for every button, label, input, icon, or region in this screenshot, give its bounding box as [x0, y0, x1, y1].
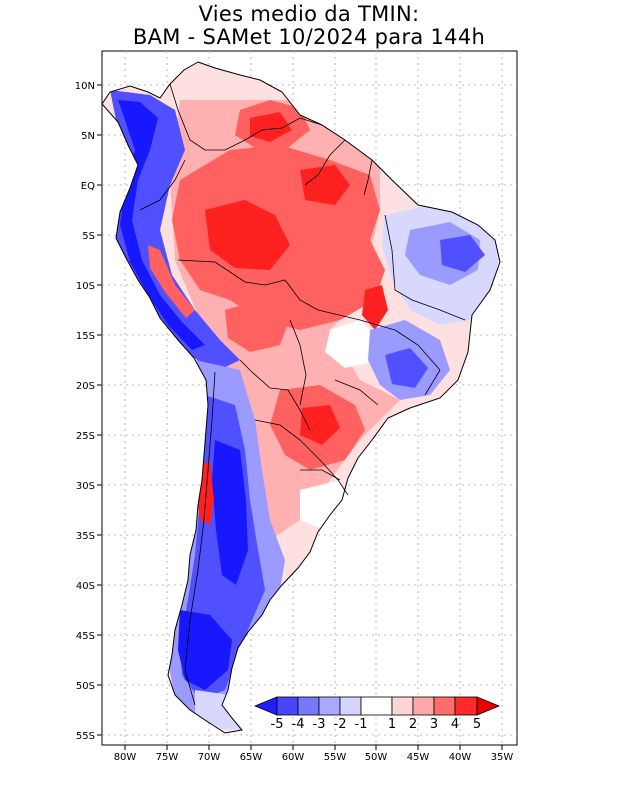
- country-borders: [139, 83, 466, 706]
- colorbar-bin: [391, 696, 414, 716]
- field-warm-pantanal: [225, 300, 290, 352]
- bias-field: [102, 62, 500, 733]
- field-strong-warm-core-3: [250, 112, 292, 142]
- colorbar-label: -4: [292, 717, 305, 732]
- colorbar-bin: [297, 696, 320, 716]
- colorbar-label: 3: [430, 717, 438, 732]
- colorbar-label: 1: [388, 717, 396, 732]
- lon-label: 75W: [156, 752, 179, 763]
- colorbar-bin: [412, 696, 435, 716]
- colorbar-label: -3: [313, 717, 326, 732]
- field-pale-patagonia: [195, 690, 240, 730]
- latitude-labels: 10N 5N EQ 5S 10S 15S 20S 25S 30S 35S 40S…: [75, 81, 95, 742]
- colorbar-label: 4: [451, 717, 459, 732]
- map-title-line-1: Vies medio da TMIN:: [198, 2, 420, 26]
- lon-label: 55W: [324, 752, 347, 763]
- lat-label: 20S: [76, 381, 95, 392]
- field-strong-warm-core-4: [300, 405, 340, 445]
- lat-label: 35S: [76, 531, 95, 542]
- field-strong-warm-core-5: [362, 285, 388, 330]
- colorbar-bin: [318, 696, 341, 716]
- field-cold-south-strong: [212, 440, 248, 585]
- colorbar-label: -1: [355, 717, 368, 732]
- colorbar-bin: [454, 696, 478, 716]
- lon-label: 40W: [449, 752, 472, 763]
- lon-label: 60W: [282, 752, 305, 763]
- lat-label: 10S: [76, 281, 95, 292]
- lon-label: 80W: [114, 752, 137, 763]
- lat-label: 30S: [76, 481, 95, 492]
- lon-label: 65W: [240, 752, 263, 763]
- lat-label: 25S: [76, 431, 95, 442]
- field-neutral-southeast: [325, 320, 380, 368]
- colorbar-label: 5: [473, 717, 481, 732]
- colorbar-bin: [276, 696, 299, 716]
- lat-label: 50S: [76, 681, 95, 692]
- map-title-line-2: BAM - SAMet 10/2024 para 144h: [132, 25, 486, 49]
- field-warm-peru-coast: [148, 245, 195, 318]
- lat-label: 40S: [76, 581, 95, 592]
- lon-label: 35W: [491, 752, 514, 763]
- map-frame: [101, 50, 518, 746]
- field-strong-warm-core-1: [205, 200, 290, 270]
- colorbar-bin: [433, 696, 456, 716]
- colorbar-label: -5: [271, 717, 284, 732]
- colorbar-label: -2: [334, 717, 347, 732]
- lon-label: 45W: [407, 752, 430, 763]
- colorbar-label: 2: [409, 717, 417, 732]
- lat-label: 5N: [81, 131, 95, 142]
- lon-label: 70W: [198, 752, 221, 763]
- lat-label: 15S: [76, 331, 95, 342]
- field-strong-warm-core-2: [300, 165, 350, 205]
- field-cold-northeast-strong: [440, 235, 485, 272]
- field-cold-southeast-core: [385, 348, 428, 388]
- colorbar-low-arrow: [253, 696, 278, 716]
- lat-label: 10N: [75, 81, 95, 92]
- lat-label: EQ: [81, 181, 95, 192]
- colorbar: -5 -4 -3 -2 -1 1 2 3 4 5: [253, 696, 501, 732]
- axis-ticks: [97, 84, 503, 750]
- colorbar-bin: [360, 696, 393, 716]
- field-cold-patagonia-strong: [178, 610, 232, 690]
- colorbar-high-arrow: [476, 696, 501, 716]
- lat-label: 5S: [82, 231, 95, 242]
- longitude-labels: 80W 75W 70W 65W 60W 55W 50W 45W 40W 35W: [114, 752, 514, 763]
- field-cold-andes-north-core: [118, 100, 205, 350]
- lon-label: 50W: [365, 752, 388, 763]
- lat-label: 55S: [76, 731, 95, 742]
- colorbar-bin: [339, 696, 362, 716]
- lat-label: 45S: [76, 631, 95, 642]
